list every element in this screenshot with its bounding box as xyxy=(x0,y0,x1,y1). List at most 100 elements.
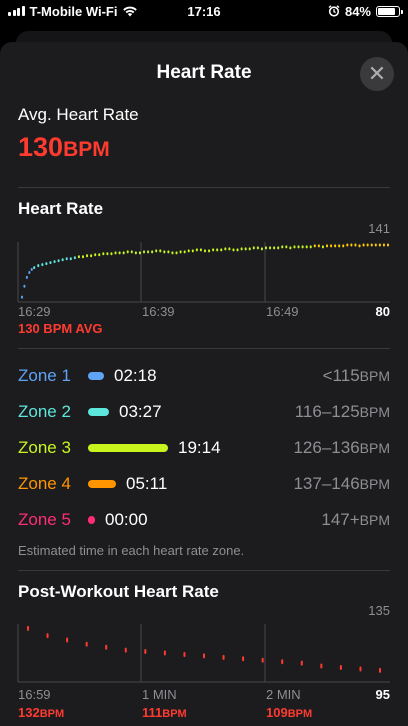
hr-point xyxy=(354,243,357,247)
hr-point xyxy=(77,255,80,259)
hr-point xyxy=(61,258,64,262)
avg-value-number: 130 xyxy=(18,132,64,162)
avg-heart-rate-label: Avg. Heart Rate xyxy=(18,105,139,124)
hr-point xyxy=(301,245,304,249)
status-left: T-Mobile Wi-Fi xyxy=(8,4,138,19)
post-point xyxy=(300,660,303,666)
hr-point xyxy=(118,251,121,255)
hr-point xyxy=(65,257,68,261)
carrier-label: T-Mobile Wi-Fi xyxy=(29,3,118,19)
hr-point xyxy=(138,251,141,255)
zone-name: Zone 2 xyxy=(18,402,71,421)
hr-point xyxy=(90,254,93,258)
hr-point xyxy=(33,266,36,270)
zone-row: Zone 3 19:14 126–136BPM xyxy=(18,433,390,463)
zone-range: 137–146BPM xyxy=(293,474,390,493)
zone-row: Zone 2 03:27 116–125BPM xyxy=(18,397,390,427)
hr-point xyxy=(134,251,137,255)
hr-point xyxy=(167,250,170,254)
zone-range: 126–136BPM xyxy=(293,438,390,457)
hr-point xyxy=(387,243,389,247)
battery-percent: 84% xyxy=(344,3,371,19)
zone-time: 05:11 xyxy=(126,474,168,493)
hr-point xyxy=(106,252,109,256)
zone-bar xyxy=(88,372,104,380)
battery-icon xyxy=(376,5,403,17)
hr-x-label-0: 16:29 xyxy=(18,304,51,319)
post-point xyxy=(85,641,88,647)
post-workout-chart xyxy=(0,622,408,684)
hr-point xyxy=(378,243,381,247)
hr-point xyxy=(122,251,125,255)
hr-point xyxy=(260,247,263,251)
heart-rate-section-title: Heart Rate xyxy=(18,199,104,218)
hr-point xyxy=(126,250,129,254)
zone-name: Zone 5 xyxy=(18,510,71,529)
post-value-0: 132BPM xyxy=(18,705,65,720)
close-icon: ✕ xyxy=(367,61,387,86)
hr-point xyxy=(37,264,40,268)
wifi-icon xyxy=(123,6,138,17)
hr-point xyxy=(248,247,251,251)
hr-point xyxy=(86,254,89,258)
post-y-min-label: 95 xyxy=(375,687,390,702)
cellular-signal-icon xyxy=(8,6,25,16)
hr-point xyxy=(208,249,211,253)
hr-point xyxy=(277,246,280,250)
zone-bar xyxy=(88,444,168,452)
zone-time: 03:27 xyxy=(119,402,162,421)
hr-point xyxy=(350,243,353,247)
post-point xyxy=(320,663,323,669)
hr-point xyxy=(265,246,267,250)
hr-y-max-label: 141 xyxy=(368,221,390,236)
hr-point xyxy=(53,260,56,264)
hr-point xyxy=(212,248,215,252)
zones-footnote: Estimated time in each heart rate zone. xyxy=(18,543,245,558)
hr-point xyxy=(285,245,288,249)
hr-point xyxy=(114,251,117,255)
zone-row: Zone 5 00:00 147+BPM xyxy=(18,505,390,535)
hr-point xyxy=(289,246,292,250)
zone-time: 19:14 xyxy=(178,438,221,457)
hr-point xyxy=(110,252,113,256)
post-point xyxy=(27,625,29,631)
post-point xyxy=(124,647,127,653)
hr-point xyxy=(321,245,324,249)
zone-name: Zone 4 xyxy=(18,474,71,493)
post-point xyxy=(359,666,362,672)
post-value-2: 109BPM xyxy=(266,705,313,720)
hr-point xyxy=(183,250,186,254)
post-point xyxy=(339,665,342,670)
post-x-label-1: 1 MIN xyxy=(142,687,177,702)
zone-bar xyxy=(88,516,95,524)
close-button[interactable]: ✕ xyxy=(360,57,394,91)
hr-point xyxy=(228,247,231,251)
hr-point xyxy=(297,245,300,249)
hr-point xyxy=(382,243,385,247)
hr-point xyxy=(358,244,361,248)
hr-point xyxy=(199,248,202,252)
hr-point xyxy=(175,251,178,255)
hr-point xyxy=(57,259,60,263)
hr-point xyxy=(30,268,33,272)
divider xyxy=(18,187,390,188)
post-point xyxy=(163,650,166,656)
hr-point xyxy=(232,248,235,252)
hr-point xyxy=(98,253,101,257)
heart-rate-sheet: Heart Rate ✕ Avg. Heart Rate 130BPM Hear… xyxy=(0,42,408,726)
post-point xyxy=(222,654,225,660)
post-point xyxy=(261,657,264,663)
zone-range: 147+BPM xyxy=(321,510,390,529)
zone-row: Zone 1 02:18 <115BPM xyxy=(18,361,390,391)
hr-point xyxy=(94,253,97,257)
hr-y-min-label: 80 xyxy=(375,304,390,319)
hr-point xyxy=(23,284,26,288)
zone-time: 02:18 xyxy=(114,366,157,385)
hr-point xyxy=(252,246,255,250)
hr-point xyxy=(151,250,154,254)
hr-point xyxy=(49,261,52,265)
hr-point xyxy=(155,249,158,253)
heart-rate-chart xyxy=(0,238,408,304)
hr-point xyxy=(147,250,150,254)
hr-point xyxy=(163,250,166,254)
